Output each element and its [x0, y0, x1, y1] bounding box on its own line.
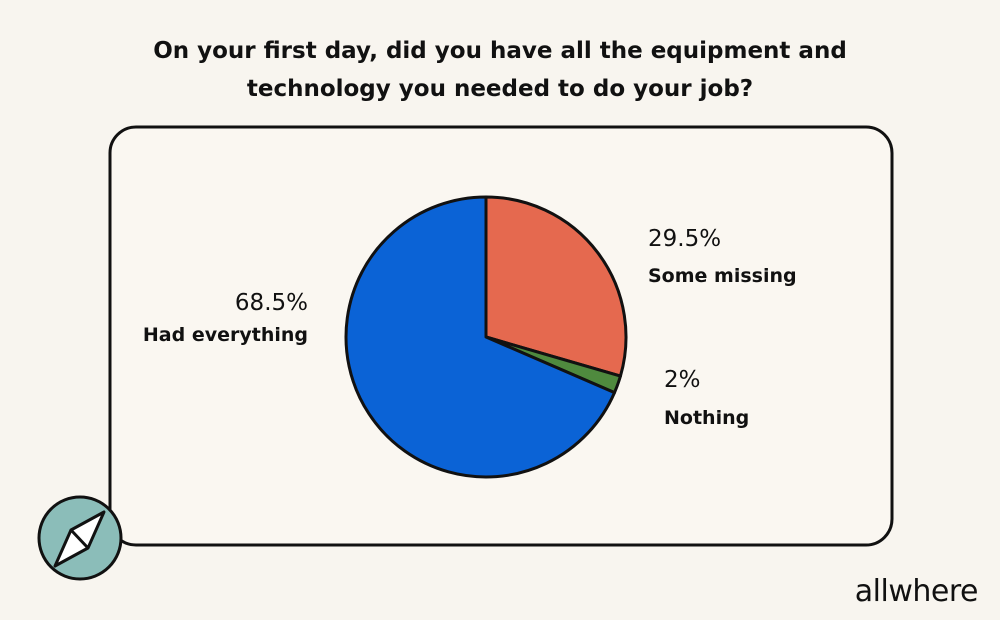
category-label: Some missing: [648, 265, 797, 287]
category-label: Nothing: [664, 407, 749, 429]
pie-slice: [344, 195, 616, 479]
brand-logo: allwhere: [854, 574, 979, 609]
value-label: 68.5%: [235, 290, 308, 316]
chart-title: On your first day, did you have all the …: [153, 38, 847, 102]
category-label: Had everything: [143, 324, 308, 346]
value-label: 29.5%: [648, 226, 721, 252]
compass-icon: [37, 495, 123, 581]
pie: [344, 195, 628, 479]
pie-slice: [484, 195, 628, 378]
value-label: 2%: [664, 367, 701, 393]
